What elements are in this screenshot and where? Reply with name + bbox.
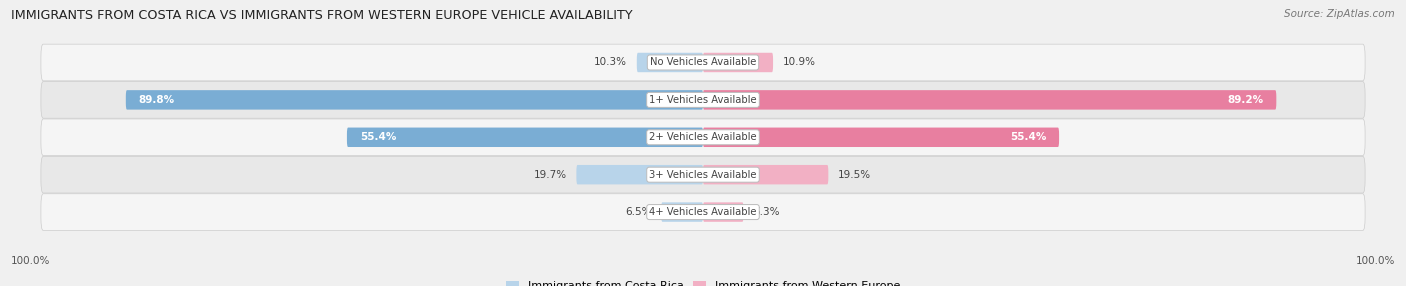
Text: 4+ Vehicles Available: 4+ Vehicles Available — [650, 207, 756, 217]
Text: 10.3%: 10.3% — [595, 57, 627, 67]
Text: 10.9%: 10.9% — [783, 57, 815, 67]
Text: 6.3%: 6.3% — [754, 207, 780, 217]
FancyBboxPatch shape — [703, 165, 828, 184]
Text: 2+ Vehicles Available: 2+ Vehicles Available — [650, 132, 756, 142]
FancyBboxPatch shape — [703, 90, 1277, 110]
Text: No Vehicles Available: No Vehicles Available — [650, 57, 756, 67]
Text: 55.4%: 55.4% — [360, 132, 396, 142]
Text: 100.0%: 100.0% — [1355, 256, 1395, 266]
FancyBboxPatch shape — [347, 128, 703, 147]
FancyBboxPatch shape — [703, 53, 773, 72]
Text: 1+ Vehicles Available: 1+ Vehicles Available — [650, 95, 756, 105]
Text: 89.2%: 89.2% — [1227, 95, 1264, 105]
Text: 100.0%: 100.0% — [11, 256, 51, 266]
Text: 6.5%: 6.5% — [626, 207, 651, 217]
Legend: Immigrants from Costa Rica, Immigrants from Western Europe: Immigrants from Costa Rica, Immigrants f… — [506, 281, 900, 286]
Text: 55.4%: 55.4% — [1010, 132, 1046, 142]
Text: 3+ Vehicles Available: 3+ Vehicles Available — [650, 170, 756, 180]
FancyBboxPatch shape — [703, 202, 744, 222]
FancyBboxPatch shape — [661, 202, 703, 222]
FancyBboxPatch shape — [41, 119, 1365, 156]
Text: Source: ZipAtlas.com: Source: ZipAtlas.com — [1284, 9, 1395, 19]
FancyBboxPatch shape — [637, 53, 703, 72]
FancyBboxPatch shape — [41, 156, 1365, 193]
FancyBboxPatch shape — [41, 82, 1365, 118]
FancyBboxPatch shape — [125, 90, 703, 110]
Text: 19.7%: 19.7% — [534, 170, 567, 180]
FancyBboxPatch shape — [703, 128, 1059, 147]
Text: IMMIGRANTS FROM COSTA RICA VS IMMIGRANTS FROM WESTERN EUROPE VEHICLE AVAILABILIT: IMMIGRANTS FROM COSTA RICA VS IMMIGRANTS… — [11, 9, 633, 21]
Text: 89.8%: 89.8% — [139, 95, 174, 105]
FancyBboxPatch shape — [576, 165, 703, 184]
FancyBboxPatch shape — [41, 44, 1365, 81]
Text: 19.5%: 19.5% — [838, 170, 872, 180]
FancyBboxPatch shape — [41, 194, 1365, 231]
